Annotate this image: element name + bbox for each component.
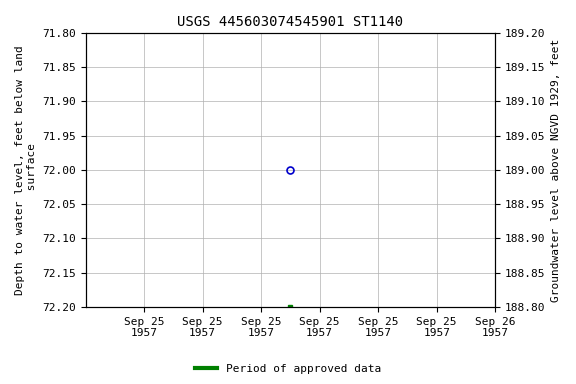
Legend: Period of approved data: Period of approved data	[191, 359, 385, 379]
Title: USGS 445603074545901 ST1140: USGS 445603074545901 ST1140	[177, 15, 403, 29]
Y-axis label: Groundwater level above NGVD 1929, feet: Groundwater level above NGVD 1929, feet	[551, 38, 561, 301]
Y-axis label: Depth to water level, feet below land
 surface: Depth to water level, feet below land su…	[15, 45, 37, 295]
